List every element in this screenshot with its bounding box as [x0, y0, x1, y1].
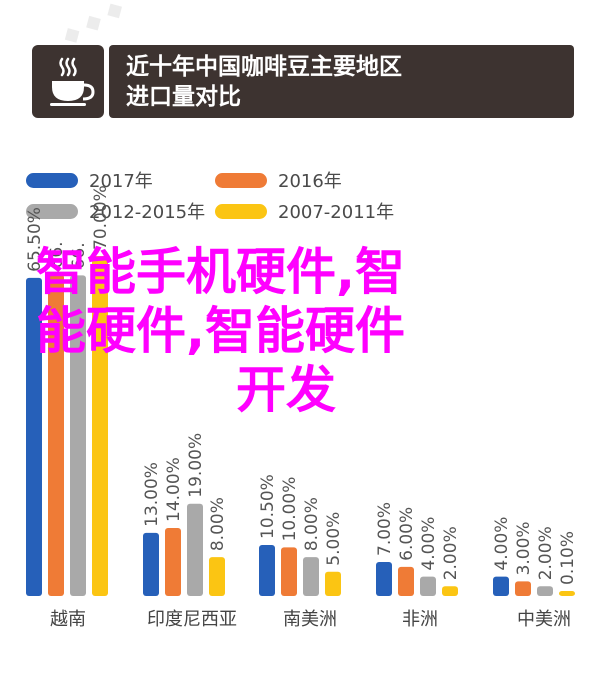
bar-2-1 [281, 547, 297, 596]
bar-4-1 [515, 581, 531, 596]
legend-item-2016: 2016年 [215, 168, 342, 192]
data-label-4-1: 3.00% [514, 521, 534, 575]
overlay-line2: 能硬件,智能硬件 [36, 302, 405, 360]
legend-label-2012-2015: 2012-2015年 [89, 202, 206, 223]
chart-title-line2: 进口量对比 [126, 84, 241, 110]
overlay-line1: 智能手机硬件,智 [36, 243, 405, 301]
data-label-0-2: 66. [69, 242, 89, 269]
legend-item-2017: 2017年 [26, 168, 153, 192]
data-label-2-3: 5.00% [324, 512, 344, 566]
bar-2-3 [325, 571, 341, 596]
category-label-0: 越南 [50, 609, 86, 630]
legend-item-2007-2011: 2007-2011年 [215, 199, 394, 223]
data-label-2-0: 10.50% [258, 474, 278, 539]
bar-4-2 [537, 586, 553, 596]
bar-3-2 [420, 576, 436, 596]
overlay-line3: 开发 [236, 361, 336, 419]
data-label-1-2: 19.00% [186, 433, 206, 498]
bar-2-0 [259, 545, 275, 596]
bar-0-0 [26, 277, 42, 596]
data-label-2-2: 8.00% [302, 497, 322, 551]
legend-swatch-2012-2015 [26, 203, 78, 219]
data-label-4-3: 0.10% [558, 531, 578, 585]
bar-1-1 [165, 528, 181, 596]
bar-1-0 [143, 532, 159, 596]
legend-swatch-2007-2011 [215, 203, 267, 219]
category-label-2: 南美洲 [283, 609, 337, 630]
chart-title-line1: 近十年中国咖啡豆主要地区 [126, 54, 402, 80]
data-label-0-1: 66. [47, 241, 67, 268]
data-label-4-2: 2.00% [536, 526, 556, 580]
header-title-box [109, 45, 574, 118]
data-label-3-3: 2.00% [441, 526, 461, 580]
chart-title: 近十年中国咖啡豆主要地区 进口量对比 [126, 52, 556, 112]
bar-3-3 [442, 586, 458, 596]
bar-0-2 [70, 275, 86, 596]
data-label-3-2: 4.00% [419, 517, 439, 571]
data-label-0-3: 70.00% [91, 185, 111, 250]
coffee-cup-icon [50, 57, 95, 106]
category-label-4: 中美洲 [517, 609, 571, 630]
data-label-3-1: 6.00% [397, 507, 417, 561]
data-label-3-0: 7.00% [375, 502, 395, 556]
bar-3-0 [376, 562, 392, 596]
bar-2-2 [303, 557, 319, 596]
legend-swatch-2017 [26, 172, 78, 188]
category-label-3: 非洲 [402, 609, 438, 630]
legend-label-2007-2011: 2007-2011年 [278, 202, 395, 223]
category-label-1: 印度尼西亚 [147, 609, 237, 630]
data-label-1-1: 14.00% [164, 457, 184, 522]
data-label-1-3: 8.00% [208, 497, 228, 551]
bar-4-0 [493, 576, 509, 596]
bar-0-1 [48, 274, 64, 596]
bar-1-3 [209, 557, 225, 596]
data-label-1-0: 13.00% [142, 462, 162, 527]
bar-1-2 [187, 503, 203, 596]
bar-3-1 [398, 566, 414, 596]
legend-label-2016: 2016年 [278, 171, 342, 192]
legend-label-2017: 2017年 [89, 171, 153, 192]
data-label-4-0: 4.00% [492, 517, 512, 571]
data-label-0-0: 65.50% [25, 207, 45, 272]
overlay-text: 智能手机硬件,智 能硬件,智能硬件 开发 [36, 243, 536, 420]
data-label-2-1: 10.00% [280, 477, 300, 542]
legend-item-2012-2015: 2012-2015年 [26, 199, 205, 223]
bar-0-3 [92, 256, 108, 596]
header-icon-box [32, 45, 104, 118]
bar-4-3 [559, 591, 575, 596]
legend-swatch-2016 [215, 172, 267, 188]
